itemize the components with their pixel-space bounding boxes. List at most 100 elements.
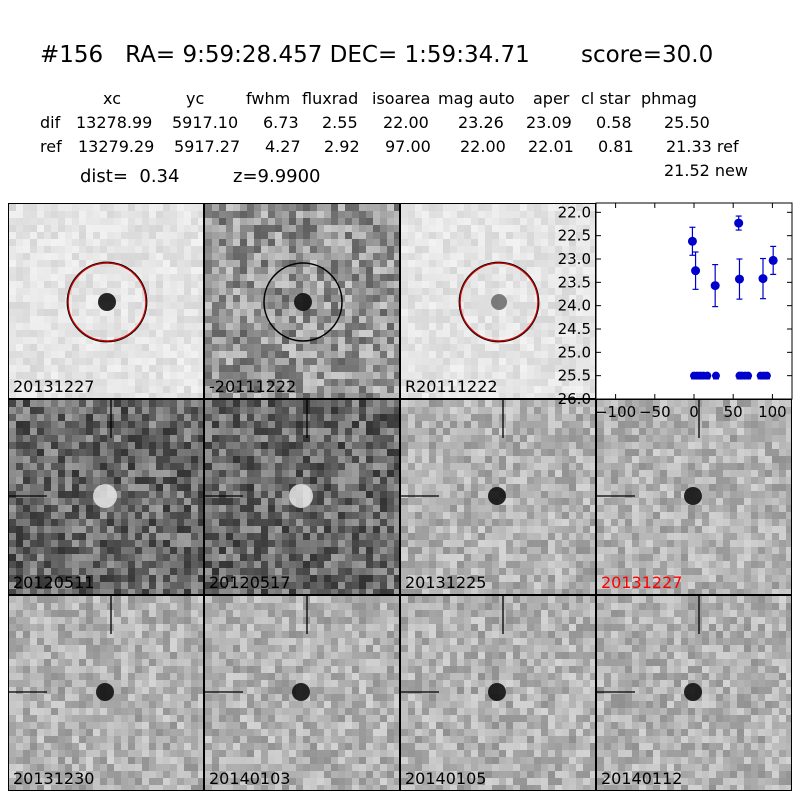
stamp-date-label: R20111222	[405, 377, 498, 396]
stamp-image	[401, 400, 595, 594]
image-stamp: 20140103	[204, 595, 400, 791]
limit-point	[744, 371, 753, 380]
column-header: fwhm	[246, 89, 291, 108]
stamp-image	[205, 204, 399, 398]
limit-point	[737, 371, 746, 380]
stamp-image	[205, 400, 399, 594]
stamp-image	[205, 596, 399, 790]
image-stamp: 20120511	[8, 399, 204, 595]
table-cell: 23.26	[458, 113, 504, 132]
aperture-circle	[263, 262, 343, 342]
data-point	[687, 236, 697, 246]
limit-point	[759, 371, 768, 380]
stamp-date-label: 20131227	[13, 377, 95, 396]
image-stamp: 20140105	[400, 595, 596, 791]
table-cell: 6.73	[263, 113, 299, 132]
source-blob	[93, 484, 117, 508]
table-cell: 13279.29	[78, 137, 155, 156]
table-cell: 21.33 ref	[666, 137, 739, 156]
table-cell: 0.58	[596, 113, 632, 132]
column-header: cl star	[581, 89, 631, 108]
source-blob	[289, 484, 313, 508]
image-stamp: 20120517	[204, 399, 400, 595]
row-label: dif	[40, 113, 61, 132]
limit-point	[762, 371, 771, 380]
stamp-date-label: 20131230	[13, 769, 95, 788]
stamp-image	[9, 400, 203, 594]
stamp-date-label: 20131227	[601, 573, 683, 592]
table-cell: 0.81	[598, 137, 634, 156]
stamp-image	[597, 596, 791, 790]
source-blob	[488, 487, 506, 505]
source-blob	[96, 683, 114, 701]
column-header: mag auto	[438, 89, 515, 108]
column-header: fluxrad	[302, 89, 359, 108]
table-cell: 5917.27	[174, 137, 241, 156]
column-header: isoarea	[372, 89, 431, 108]
phmag-new: 21.52 new	[664, 161, 748, 180]
data-point	[758, 274, 768, 284]
limit-point	[703, 371, 712, 380]
stamp-date-label: 20120517	[209, 573, 291, 592]
image-stamp: 20131230	[8, 595, 204, 791]
data-point	[734, 218, 744, 228]
limit-point	[690, 371, 698, 380]
aperture-circle	[459, 262, 539, 342]
image-stamp: 20131225	[400, 399, 596, 595]
limit-point	[693, 371, 702, 380]
stamp-date-label: -20111222	[209, 377, 297, 396]
table-cell: 22.01	[528, 137, 574, 156]
column-header: aper	[533, 89, 570, 108]
limit-point	[699, 371, 708, 380]
column-header: yc	[186, 89, 205, 108]
limit-point	[740, 371, 749, 380]
table-cell: 4.27	[265, 137, 301, 156]
stamp-image	[401, 596, 595, 790]
table-cell: 2.92	[324, 137, 360, 156]
source-blob	[684, 487, 702, 505]
table-cell: 23.09	[526, 113, 572, 132]
stamp-image	[401, 204, 595, 398]
data-point	[691, 266, 701, 276]
image-stamp: -20111222	[204, 203, 400, 399]
image-stamp: 20140112	[596, 595, 792, 791]
limit-point	[711, 371, 720, 380]
source-blob	[488, 683, 506, 701]
data-point	[768, 255, 778, 265]
stamp-date-label: 20131225	[405, 573, 487, 592]
data-point	[734, 274, 744, 284]
stamp-date-label: 20140112	[601, 769, 683, 788]
aperture-circle	[67, 262, 147, 342]
column-header: xc	[103, 89, 121, 108]
table-cell: 5917.10	[172, 113, 239, 132]
data-point	[710, 281, 720, 291]
stamp-date-label: 20140103	[209, 769, 291, 788]
table-cell: 97.00	[385, 137, 431, 156]
aperture-circle	[458, 261, 540, 343]
plot-frame	[595, 202, 793, 400]
page-title: #156 RA= 9:59:28.457 DEC= 1:59:34.71 sco…	[40, 42, 714, 68]
stamp-date-label: 20120511	[13, 573, 95, 592]
image-stamp: 20131227	[596, 399, 792, 595]
stamp-image	[597, 400, 791, 594]
table-cell: 25.50	[664, 113, 710, 132]
table-cell: 22.00	[383, 113, 429, 132]
image-stamp: R20111222	[400, 203, 596, 399]
source-blob	[292, 683, 310, 701]
source-blob	[684, 683, 702, 701]
limit-point	[696, 371, 705, 380]
image-stamp: 20131227	[8, 203, 204, 399]
row-label: ref	[40, 137, 62, 156]
stamp-image	[9, 596, 203, 790]
stamp-date-label: 20140105	[405, 769, 487, 788]
column-header: phmag	[641, 89, 697, 108]
source-blob	[491, 294, 507, 310]
table-cell: 22.00	[460, 137, 506, 156]
limit-point	[756, 371, 765, 380]
stamp-image	[9, 204, 203, 398]
dist-text: dist= 0.34	[80, 166, 180, 187]
source-blob	[294, 293, 312, 311]
limit-point	[735, 371, 744, 380]
table-cell: 13278.99	[76, 113, 153, 132]
table-cell: 2.55	[322, 113, 358, 132]
